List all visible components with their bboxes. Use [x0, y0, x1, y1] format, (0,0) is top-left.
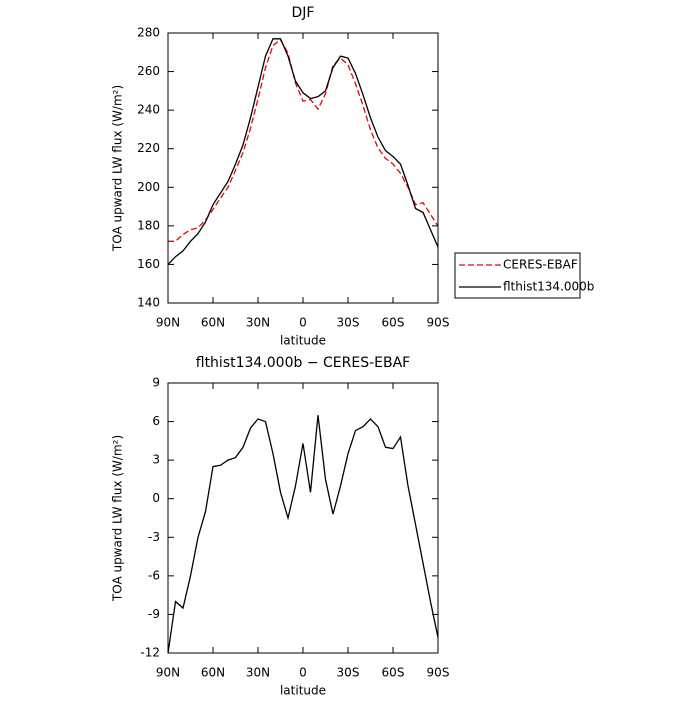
- y-tick-label: -9: [148, 607, 160, 621]
- y-tick-label: 0: [152, 491, 160, 505]
- y-axis-label: TOA upward LW flux (W/m²): [111, 435, 125, 602]
- plot-frame: [167, 32, 439, 304]
- data-line: [167, 415, 439, 654]
- chart-title: DJF: [292, 5, 315, 21]
- x-tick-label: 0: [299, 316, 307, 330]
- legend-label: CERES-EBAF: [503, 258, 578, 272]
- data-line: [168, 38, 439, 242]
- x-tick-label: 0: [299, 666, 307, 680]
- y-tick-label: 180: [137, 218, 160, 232]
- x-axis-label: latitude: [280, 334, 326, 348]
- x-tick-label: 60N: [201, 316, 225, 330]
- y-tick-label: 200: [137, 180, 160, 194]
- x-tick-label: 90S: [427, 316, 450, 330]
- x-tick-label: 30S: [337, 666, 360, 680]
- x-tick-label: 30N: [246, 666, 270, 680]
- y-tick-label: 140: [137, 296, 160, 310]
- y-tick-label: 6: [152, 414, 160, 428]
- x-tick-label: 90N: [156, 666, 180, 680]
- x-tick-label: 30N: [246, 316, 270, 330]
- y-tick-label: 240: [137, 103, 160, 117]
- data-line: [167, 38, 439, 265]
- x-tick-label: 90S: [427, 666, 450, 680]
- x-tick-label: 30S: [337, 316, 360, 330]
- y-tick-label: 3: [152, 453, 160, 467]
- y-tick-label: -12: [140, 646, 160, 660]
- x-tick-label: 60S: [382, 316, 405, 330]
- y-tick-label: 9: [152, 376, 160, 390]
- x-axis-label: latitude: [280, 684, 326, 698]
- x-tick-label: 60S: [382, 666, 405, 680]
- chart-title: flthist134.000b − CERES-EBAF: [196, 355, 410, 371]
- legend-label: flthist134.000b: [503, 280, 594, 294]
- y-tick-label: -3: [148, 530, 160, 544]
- y-tick-label: 220: [137, 141, 160, 155]
- plot-frame: [167, 382, 439, 654]
- y-axis-label: TOA upward LW flux (W/m²): [111, 85, 125, 252]
- y-tick-label: 260: [137, 64, 160, 78]
- y-tick-label: 280: [137, 26, 160, 40]
- legend-box: [454, 252, 581, 299]
- x-tick-label: 60N: [201, 666, 225, 680]
- x-tick-label: 90N: [156, 316, 180, 330]
- y-tick-label: -6: [148, 568, 160, 582]
- y-tick-label: 160: [137, 257, 160, 271]
